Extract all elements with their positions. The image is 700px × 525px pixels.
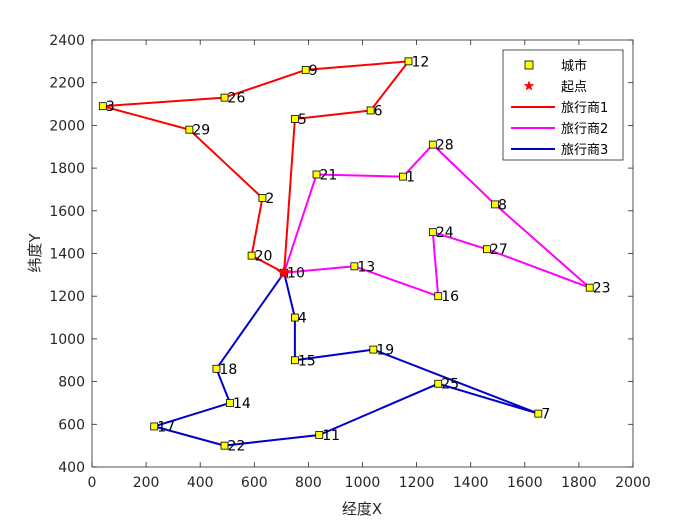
city-label: 20	[255, 249, 273, 265]
city-label: 6	[374, 103, 383, 119]
city-marker	[226, 399, 234, 407]
city-marker	[185, 125, 194, 134]
city-label: 9	[309, 63, 318, 79]
city-marker	[366, 106, 375, 115]
city-label: 16	[441, 289, 459, 305]
city-label: 8	[498, 197, 507, 213]
x-tick-label: 1800	[561, 475, 597, 491]
x-axis-title: 经度X	[342, 500, 382, 518]
y-tick-label: 2000	[49, 118, 85, 134]
city-marker	[98, 102, 107, 111]
x-tick-label: 1200	[399, 475, 435, 491]
y-tick-label: 1600	[49, 204, 85, 220]
city-marker	[434, 379, 443, 388]
legend-start-label: 起点	[561, 80, 587, 95]
x-tick-label: 200	[133, 475, 160, 491]
city-label: 10	[287, 266, 305, 282]
x-tick-label: 1400	[453, 475, 489, 491]
x-tick-label: 1000	[345, 475, 381, 491]
city-label: 21	[320, 168, 338, 184]
city-marker	[290, 115, 299, 123]
city-marker	[290, 356, 299, 365]
city-label: 2	[265, 191, 274, 207]
city-label: 12	[411, 54, 429, 70]
city-marker	[315, 431, 324, 439]
city-marker	[220, 93, 229, 102]
y-tick-label: 1800	[49, 161, 85, 177]
legend-series-label: 旅行商3	[561, 143, 608, 158]
city-label: 4	[298, 311, 307, 327]
y-tick-label: 400	[58, 460, 85, 476]
y-axis-title: 纬度Y	[26, 233, 44, 273]
legend-city-symbol	[524, 60, 534, 70]
city-label: 13	[357, 259, 375, 275]
legend-box	[502, 49, 624, 161]
city-marker	[290, 313, 299, 322]
tick-labels: 0 200 400 600 800 1000 1200 1400 1600 1800 2000400…	[49, 33, 650, 491]
legend-series-label: 旅行商2	[561, 122, 608, 137]
city-label: 23	[593, 281, 611, 297]
city-label: 17	[157, 419, 175, 435]
y-tick-label: 1000	[49, 332, 85, 348]
legend-city-label: 城市	[561, 58, 587, 74]
city-label: 24	[436, 225, 454, 241]
city-label: 22	[228, 439, 246, 455]
city-label: 18	[219, 362, 237, 378]
x-tick-label: 2000	[615, 475, 651, 491]
city-marker	[350, 262, 359, 271]
city-marker	[428, 228, 437, 237]
x-tick-label: 0	[88, 475, 97, 491]
city-label: 28	[436, 138, 454, 154]
city-label: 27	[490, 242, 508, 258]
y-tick-label: 1400	[49, 247, 85, 263]
city-marker	[212, 364, 221, 373]
legend-series-label: 旅行商1	[561, 101, 608, 116]
city-marker	[483, 245, 491, 254]
city-markers: 1245678910111213141516171819202122232425…	[98, 54, 611, 455]
city-label: 3	[106, 99, 115, 115]
city-marker	[534, 409, 543, 418]
city-marker	[434, 292, 443, 301]
y-tick-label: 1200	[49, 289, 85, 305]
city-label: 25	[441, 377, 459, 393]
y-tick-label: 2200	[49, 76, 85, 92]
legend-start-symbol	[523, 80, 535, 91]
city-marker	[585, 283, 594, 292]
city-label: 15	[298, 353, 316, 369]
city-label: 5	[298, 112, 307, 128]
x-tick-label: 400	[187, 475, 214, 491]
route-line-3	[153, 272, 540, 447]
city-marker	[491, 200, 499, 209]
x-tick-label: 1600	[507, 475, 543, 491]
x-tick-label: 600	[241, 475, 268, 491]
start-marker	[276, 264, 292, 280]
city-marker	[258, 194, 267, 202]
city-marker	[301, 65, 310, 74]
city-marker	[404, 57, 413, 66]
city-label: 19	[376, 343, 394, 359]
city-marker	[312, 170, 321, 179]
city-marker	[399, 172, 407, 181]
city-label: 14	[233, 396, 251, 412]
axes	[91, 39, 634, 468]
city-marker	[428, 140, 437, 149]
x-tick-label: 800	[295, 475, 322, 491]
city-label: 29	[192, 123, 210, 139]
y-tick-label: 600	[58, 417, 85, 433]
y-tick-label: 2400	[49, 33, 85, 49]
city-marker	[150, 422, 159, 431]
city-marker	[247, 251, 256, 260]
city-label: 1	[406, 170, 415, 186]
city-marker	[369, 345, 378, 354]
city-label: 26	[228, 91, 246, 107]
city-label: 11	[322, 428, 340, 444]
y-tick-label: 800	[58, 375, 85, 391]
city-label: 7	[541, 407, 550, 423]
city-marker	[220, 441, 229, 450]
